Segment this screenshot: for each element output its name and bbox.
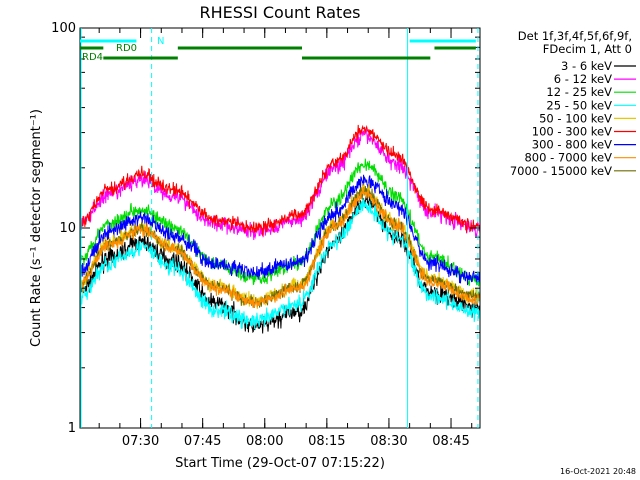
legend-entry-label: 6 - 12 keV xyxy=(554,72,612,86)
flag-label-n: N xyxy=(157,36,164,47)
legend-entry-label: 25 - 50 keV xyxy=(546,98,612,112)
chart-title: RHESSI Count Rates xyxy=(200,3,361,22)
plot-frame xyxy=(79,27,481,429)
legend: Det 1f,3f,4f,5f,6f,9f, FDecim 1, Att 0 3… xyxy=(510,29,636,178)
legend-entry-label: 12 - 25 keV xyxy=(546,85,612,99)
y-tick-label: 1 xyxy=(68,421,76,436)
legend-header-line-2: FDecim 1, Att 0 xyxy=(543,42,632,56)
series-line-12-25keV xyxy=(80,158,480,287)
legend-entry-label: 3 - 6 keV xyxy=(561,59,612,73)
x-tick-label: 08:45 xyxy=(432,434,469,449)
x-tick-label: 08:30 xyxy=(370,434,407,449)
flag-label-rd4: RD4 xyxy=(82,52,103,63)
x-tick-label: 08:00 xyxy=(246,434,283,449)
series-line-100-300keV xyxy=(80,124,480,236)
footer-timestamp: 16-Oct-2021 20:48 xyxy=(560,467,636,476)
legend-header-line-1: Det 1f,3f,4f,5f,6f,9f, xyxy=(518,29,632,43)
series-line-800-7000keV xyxy=(80,186,480,308)
y-tick-label: 100 xyxy=(51,21,76,36)
y-tick-label: 10 xyxy=(59,221,76,236)
x-tick-label: 07:30 xyxy=(122,434,159,449)
flag-label-rd0: RD0 xyxy=(116,43,137,54)
y-axis-label: Count Rate (s⁻¹ detector segment⁻¹) xyxy=(29,109,44,347)
legend-entry-label: 50 - 100 keV xyxy=(539,111,612,125)
legend-entry-label: 7000 - 15000 keV xyxy=(510,164,612,178)
legend-entry-label: 800 - 7000 keV xyxy=(524,151,612,165)
legend-entry-label: 100 - 300 keV xyxy=(532,125,612,139)
x-tick-label: 08:15 xyxy=(308,434,345,449)
series-line-25-50keV xyxy=(80,198,480,330)
x-tick-label: 07:45 xyxy=(184,434,221,449)
x-axis-label: Start Time (29-Oct-07 07:15:22) xyxy=(175,456,385,471)
legend-entry-label: 300 - 800 keV xyxy=(532,138,612,152)
